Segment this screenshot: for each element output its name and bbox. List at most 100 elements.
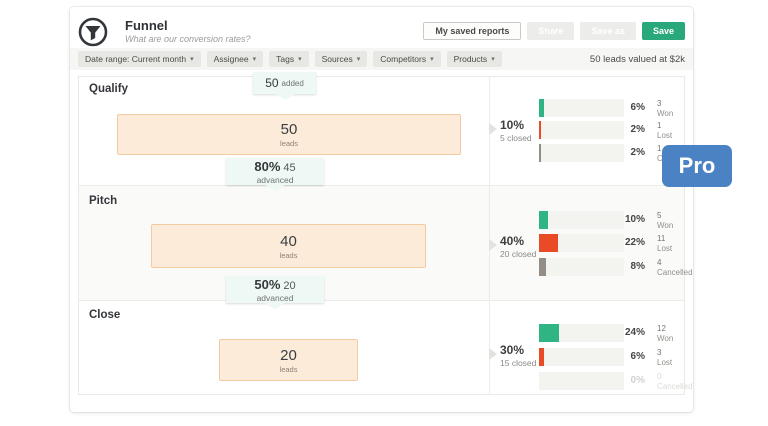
outcome-percent: 6% (630, 351, 645, 362)
pro-badge[interactable]: Pro (662, 145, 732, 187)
bar-track (539, 348, 624, 366)
closed-label: 5 closed (500, 133, 532, 143)
save-button[interactable]: Save (641, 22, 685, 40)
won-bar (539, 324, 560, 342)
added-count: 50 (265, 76, 279, 90)
closed-label: 20 closed (500, 249, 537, 259)
outcome-percent: 24% (624, 327, 645, 338)
outcome-count: 0 (657, 372, 662, 381)
bar-track (539, 99, 624, 117)
outcome-row-won: 6% 3 Won (79, 99, 684, 118)
outcome-row-lost: 2% 1 Lost (79, 121, 684, 140)
lead-count-label: leads (280, 139, 298, 148)
filter-tags-label: Tags (276, 54, 295, 64)
outcome-count: 12 (657, 324, 666, 333)
advanced-badge-qualify: 80% 45 advanced (226, 158, 324, 185)
advanced-percent: 80% (254, 159, 281, 174)
bar-track (539, 372, 624, 390)
header-actions: My saved reports Share Save as Save (423, 22, 685, 40)
filter-bar: Date range: Current month ▾ Assignee ▾ T… (70, 48, 693, 70)
outcome-label: Lost (657, 130, 673, 140)
bar-track (539, 258, 624, 276)
share-button[interactable]: Share (527, 22, 575, 40)
filter-date-range[interactable]: Date range: Current month ▾ (78, 51, 201, 67)
closed-summary-close: 30% 15 closed (500, 343, 560, 368)
added-badge: 50 added (253, 72, 316, 94)
added-label: added (281, 78, 304, 88)
chevron-down-icon: ▾ (356, 56, 361, 63)
bar-track (539, 211, 624, 229)
lead-count: 50 (280, 121, 298, 138)
cancelled-bar (539, 258, 546, 276)
outcome-percent: 0% (630, 375, 645, 386)
outcome-row-won: 24% 12 Won (79, 324, 684, 343)
filter-products[interactable]: Products ▾ (446, 51, 502, 67)
outcome-row-cancelled: 8% 4 Cancelled (79, 258, 693, 277)
outcome-row-lost: 6% 3 Lost (79, 348, 684, 367)
advanced-percent: 50% (254, 277, 281, 292)
outcome-label: Cancelled (657, 267, 693, 277)
outcome-percent: 2% (630, 147, 645, 158)
bar-track (539, 121, 624, 139)
filter-competitors[interactable]: Competitors ▾ (373, 51, 441, 67)
filter-sources-label: Sources (321, 54, 353, 64)
funnel-icon (78, 17, 108, 47)
outcome-row-cancelled: 2% 1Cancelled (79, 144, 693, 163)
bar-track (539, 144, 624, 162)
advanced-badge-pitch: 50% 20 advanced (226, 276, 324, 303)
save-as-button[interactable]: Save as (580, 22, 636, 40)
my-saved-reports-button[interactable]: My saved reports (423, 22, 522, 40)
outcome-count: 11 (657, 234, 666, 243)
filter-assignee[interactable]: Assignee ▾ (206, 51, 264, 67)
bar-track (539, 324, 624, 342)
outcome-label: Won (657, 220, 674, 230)
section-divider (79, 185, 684, 186)
lost-bar (539, 234, 558, 252)
lost-bar (539, 348, 545, 366)
outcome-count: 5 (657, 211, 662, 220)
outcome-percent: 10% (624, 214, 645, 225)
lead-box-qualify: 50 leads (117, 114, 461, 155)
arrow-right-icon (489, 348, 497, 360)
advanced-count: 20 (283, 280, 296, 292)
closed-percent: 40% (500, 234, 525, 248)
chevron-down-icon: ▾ (430, 56, 434, 63)
lead-count: 40 (280, 232, 297, 250)
chevron-down-icon: ▾ (298, 56, 302, 63)
advanced-label: advanced (256, 175, 294, 185)
filter-tags[interactable]: Tags ▾ (269, 51, 309, 67)
filter-date-range-label: Date range: Current month (85, 54, 187, 64)
outcome-label: Won (657, 108, 674, 118)
outcome-percent: 8% (630, 261, 645, 272)
outcome-count: 3 (657, 348, 662, 357)
outcome-count: 1 (657, 121, 662, 130)
cancelled-bar (539, 144, 541, 162)
won-bar (539, 99, 545, 117)
lead-box-pitch: 40 leads (151, 224, 426, 268)
outcome-row-cancelled: 0% 0 Cancelled (79, 372, 693, 391)
outcome-count: 1 (657, 144, 662, 153)
outcome-row-won: 10% 5 Won (79, 211, 684, 230)
funnel-report-card: Funnel What are our conversion rates? My… (70, 7, 693, 412)
outcome-percent: 22% (624, 237, 645, 248)
chevron-down-icon: ▾ (252, 56, 257, 63)
closed-label: 15 closed (500, 358, 537, 368)
arrow-right-icon (489, 239, 497, 251)
closed-percent: 10% (500, 118, 525, 132)
advanced-count: 45 (283, 162, 296, 174)
stage-label-qualify: Qualify (89, 83, 128, 95)
section-divider (79, 300, 684, 301)
chevron-down-icon: ▾ (491, 56, 495, 63)
closed-summary-qualify: 10% 5 closed (500, 118, 560, 143)
outcome-count: 3 (657, 99, 662, 108)
closed-percent: 30% (500, 343, 525, 357)
filter-sources[interactable]: Sources ▾ (314, 51, 368, 67)
page-subtitle: What are our conversion rates? (125, 34, 251, 44)
outcome-count: 4 (657, 258, 662, 267)
filter-products-label: Products (453, 54, 488, 64)
bar-track (539, 234, 624, 252)
outcome-label: Cancelled (657, 381, 693, 391)
outcome-label: Won (657, 333, 674, 343)
won-bar (539, 211, 548, 229)
closed-summary-pitch: 40% 20 closed (500, 234, 560, 259)
